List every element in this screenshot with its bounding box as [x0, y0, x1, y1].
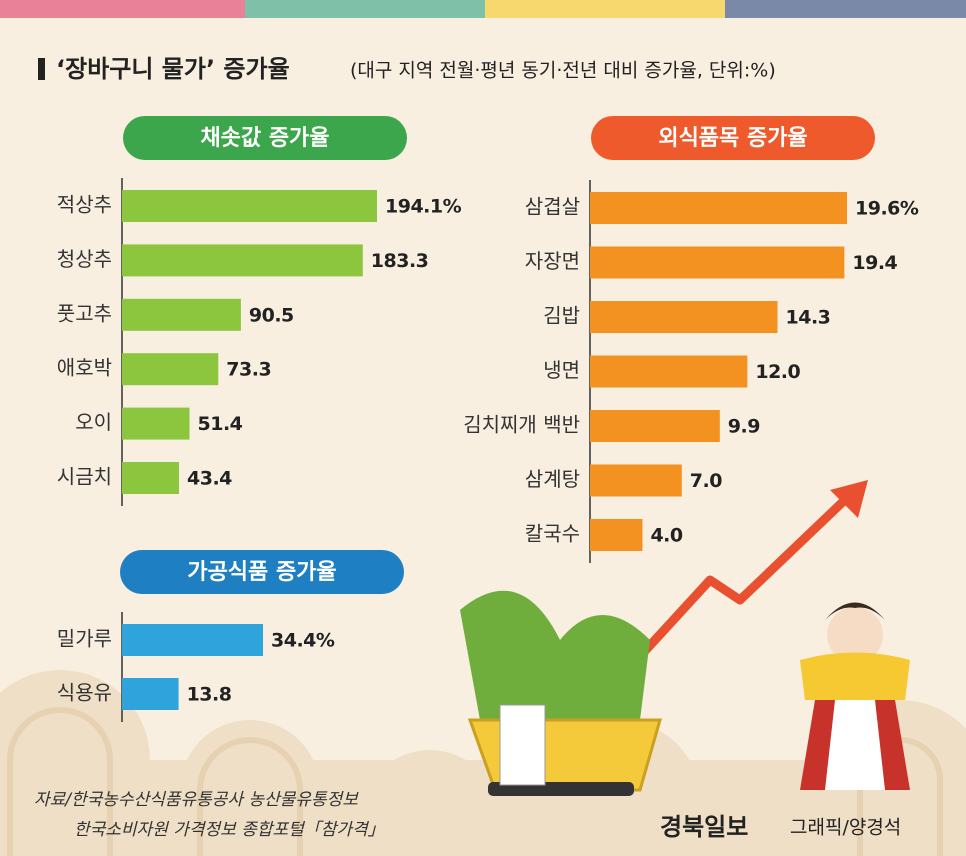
value-label: 7.0 [690, 470, 722, 492]
chart-title: 가공식품 증가율 [187, 560, 336, 585]
brand: 경북일보 [660, 813, 748, 841]
bar [122, 244, 363, 277]
bar [122, 407, 190, 440]
value-label: 9.9 [728, 416, 760, 438]
credit: 그래픽/양경석 [790, 817, 901, 839]
category-label: 적상추 [57, 193, 112, 217]
title-marker [38, 58, 45, 80]
bar [122, 190, 377, 222]
bar [122, 678, 179, 710]
bar [590, 246, 845, 279]
value-label: 73.3 [226, 359, 271, 381]
category-label: 냉면 [543, 358, 580, 382]
category-label: 밀가루 [57, 627, 112, 651]
chart-title: 외식품목 증가율 [658, 126, 807, 151]
bar [122, 462, 180, 494]
category-label: 청상추 [57, 247, 112, 271]
category-label: 삼계탕 [525, 467, 580, 491]
chart-header [123, 116, 407, 160]
decor-figure [800, 602, 910, 790]
source: 한국소비자원 가격정보 종합포털「참가격」 [74, 820, 385, 840]
category-label: 삼겹살 [525, 195, 580, 219]
value-label: 43.4 [187, 468, 232, 490]
decor-basket [460, 590, 662, 796]
category-label: 칼국수 [525, 522, 580, 546]
bar [590, 464, 682, 497]
value-label: 90.5 [249, 304, 294, 326]
bar [122, 298, 241, 331]
chart-header [120, 550, 404, 594]
source: 자료/한국농수산식품유통공사 농산물유통정보 [34, 790, 359, 810]
bar [590, 192, 847, 224]
subtitle: (대구 지역 전월·평년 동기·전년 대비 증가율, 단위:%) [350, 60, 776, 82]
stripe [0, 0, 245, 18]
chart-header [591, 116, 875, 160]
value-label: 19.6% [855, 198, 919, 220]
stripe [245, 0, 485, 18]
value-label: 13.8 [187, 684, 232, 706]
category-label: 자장면 [525, 249, 580, 273]
bar [122, 353, 219, 386]
decor-arrowhead [830, 480, 868, 518]
bar [122, 624, 263, 656]
chart-title: 채솟값 증가율 [200, 126, 329, 151]
title: ‘장바구니 물가’ 증가율 [56, 55, 290, 83]
bar [590, 410, 720, 442]
bar [590, 519, 643, 551]
value-label: 51.4 [198, 413, 243, 435]
value-label: 194.1% [385, 196, 462, 218]
stripe [485, 0, 725, 18]
value-label: 183.3 [371, 250, 429, 272]
bar [590, 355, 748, 388]
value-label: 19.4 [852, 252, 897, 274]
value-label: 34.4% [271, 630, 335, 652]
category-label: 김밥 [543, 304, 580, 328]
bar [590, 301, 778, 333]
value-label: 12.0 [755, 361, 800, 383]
category-label: 김치찌개 백반 [463, 413, 580, 437]
category-label: 식용유 [57, 681, 112, 705]
category-label: 오이 [75, 410, 112, 434]
value-label: 4.0 [650, 525, 682, 547]
category-label: 시금치 [57, 465, 112, 489]
decor-arrow [596, 491, 854, 704]
value-label: 14.3 [786, 307, 831, 329]
stripe [725, 0, 966, 18]
category-label: 애호박 [57, 356, 112, 380]
category-label: 풋고추 [57, 301, 112, 325]
